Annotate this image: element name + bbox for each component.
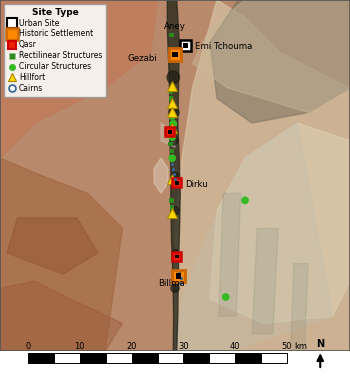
Circle shape — [169, 134, 175, 140]
Polygon shape — [210, 123, 350, 323]
Polygon shape — [219, 193, 241, 316]
Circle shape — [171, 284, 179, 292]
Text: 40: 40 — [230, 342, 240, 351]
Bar — [132, 353, 158, 363]
Text: 0: 0 — [25, 342, 31, 351]
Bar — [209, 353, 235, 363]
Text: Aney: Aney — [164, 22, 186, 31]
Circle shape — [169, 113, 175, 119]
Circle shape — [223, 294, 229, 300]
Legend: Urban Site, Historic Settlement, Qasr, Rectilinear Structures, Circular Structur: Urban Site, Historic Settlement, Qasr, R… — [4, 4, 106, 97]
Polygon shape — [290, 264, 308, 351]
Polygon shape — [193, 0, 350, 112]
Bar — [168, 142, 173, 146]
Bar — [172, 52, 178, 57]
Bar — [172, 178, 181, 187]
Polygon shape — [210, 0, 350, 123]
Bar — [28, 353, 54, 363]
Bar — [172, 252, 181, 261]
Circle shape — [167, 71, 180, 84]
Polygon shape — [0, 281, 122, 351]
Polygon shape — [161, 123, 175, 147]
Bar — [175, 181, 178, 185]
Text: Emi Tchouma: Emi Tchouma — [195, 42, 253, 51]
Bar — [54, 353, 80, 363]
Circle shape — [169, 107, 179, 118]
Bar — [172, 270, 185, 282]
Text: 10: 10 — [75, 342, 85, 351]
Bar — [176, 273, 181, 278]
Circle shape — [172, 172, 178, 179]
Polygon shape — [154, 158, 168, 193]
Bar — [170, 149, 174, 154]
Circle shape — [171, 207, 179, 215]
Polygon shape — [175, 0, 350, 351]
Bar — [180, 40, 191, 51]
Text: 30: 30 — [178, 342, 189, 351]
Bar — [106, 353, 132, 363]
Bar — [169, 48, 181, 61]
Circle shape — [169, 155, 175, 161]
Polygon shape — [7, 218, 98, 274]
Bar — [175, 255, 178, 258]
Bar — [168, 130, 172, 134]
Bar — [158, 353, 183, 363]
Bar — [183, 43, 188, 48]
Text: 50: 50 — [282, 342, 292, 351]
Bar — [170, 105, 174, 110]
Polygon shape — [175, 123, 332, 351]
Bar — [169, 33, 174, 37]
Bar — [235, 353, 261, 363]
Bar — [165, 127, 174, 136]
Bar — [183, 353, 209, 363]
Text: Gezabi: Gezabi — [128, 54, 158, 63]
Circle shape — [172, 249, 179, 257]
Bar — [261, 353, 287, 363]
Circle shape — [242, 197, 248, 204]
Text: km: km — [294, 342, 307, 351]
Polygon shape — [0, 0, 158, 158]
Bar — [169, 198, 174, 202]
Text: 20: 20 — [126, 342, 137, 351]
Circle shape — [170, 136, 178, 145]
Bar — [169, 96, 173, 101]
Text: Billma: Billma — [158, 279, 185, 288]
Text: Dirku: Dirku — [185, 180, 208, 189]
Circle shape — [170, 121, 176, 127]
Polygon shape — [0, 158, 122, 351]
Bar — [169, 89, 173, 94]
Text: N: N — [316, 339, 324, 349]
Bar — [170, 205, 174, 210]
Polygon shape — [252, 228, 278, 334]
Bar — [80, 353, 106, 363]
Polygon shape — [167, 0, 180, 351]
